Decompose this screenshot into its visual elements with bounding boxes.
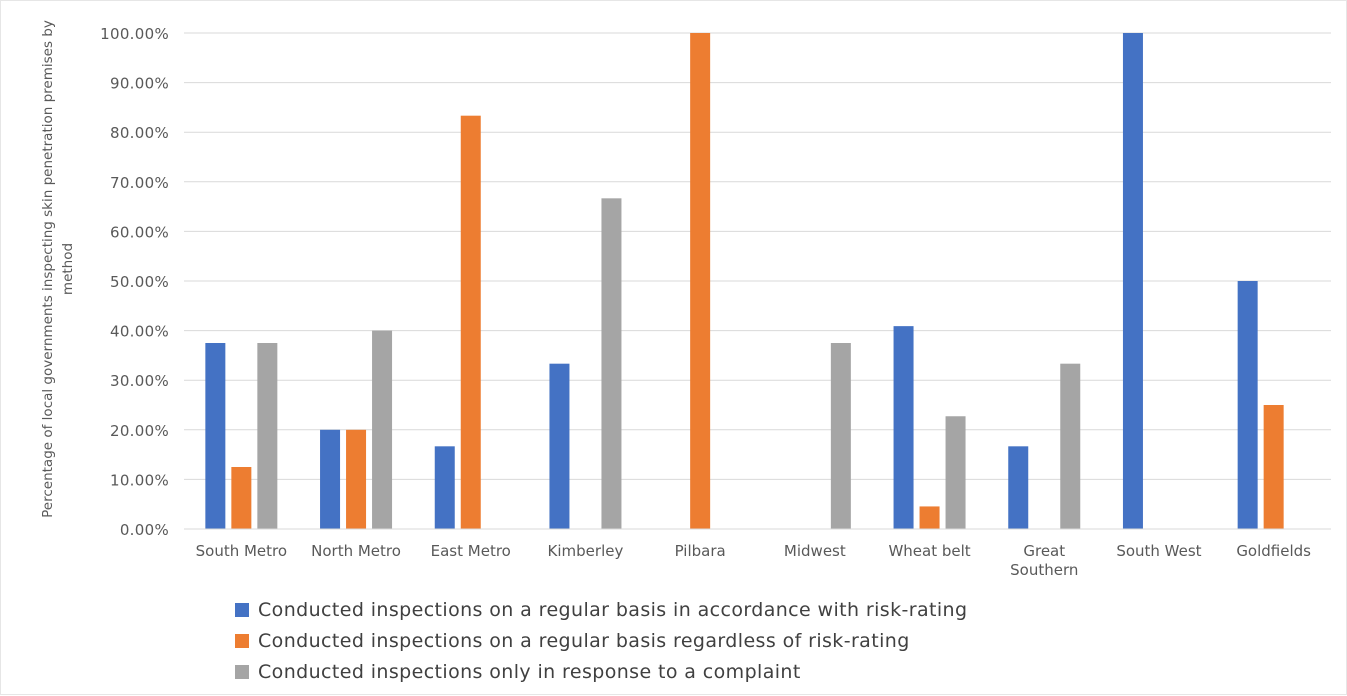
- legend: Conducted inspections on a regular basis…: [235, 594, 967, 687]
- bar: [945, 416, 966, 529]
- bar: [346, 429, 367, 529]
- bar: [893, 326, 914, 529]
- y-axis-title: Percentage of local governments inspecti…: [40, 20, 76, 518]
- x-tick-label: North Metro: [311, 542, 401, 560]
- x-tick-label: Goldfields: [1236, 542, 1311, 560]
- x-tick-label: Kimberley: [548, 542, 624, 560]
- legend-label: Conducted inspections on a regular basis…: [258, 598, 968, 621]
- x-tick-label: Pilbara: [675, 542, 726, 560]
- x-tick-label: South West: [1116, 542, 1201, 560]
- bar: [460, 115, 481, 529]
- bar: [1263, 405, 1284, 529]
- bar: [1237, 281, 1258, 529]
- legend-label: Conducted inspections only in response t…: [258, 660, 801, 683]
- legend-item: Conducted inspections on a regular basis…: [235, 594, 967, 625]
- gridlines: [184, 32, 1331, 480]
- x-tick-label: South Metro: [196, 542, 287, 560]
- bar: [231, 467, 252, 529]
- bar: [830, 343, 851, 529]
- x-tick-label: East Metro: [431, 542, 511, 560]
- legend-swatch: [235, 633, 249, 648]
- bars: [205, 33, 1284, 529]
- axes: 0.00% 10.00% 20.00% 30.00% 40.00% 50.00% 60.00…: [100, 25, 1331, 579]
- y-tick-label: 100.00%: [100, 25, 169, 43]
- bar: [601, 198, 622, 529]
- y-tick-label: 30.00%: [110, 372, 169, 390]
- bar: [434, 446, 455, 529]
- x-tick-label: Wheat belt: [888, 542, 970, 560]
- bar: [257, 343, 278, 529]
- y-tick-label: 20.00%: [110, 422, 169, 440]
- y-tick-label: 90.00%: [110, 75, 169, 93]
- bar: [205, 343, 226, 529]
- bar: [919, 506, 940, 529]
- bar: [1008, 446, 1029, 529]
- y-tick-label: 60.00%: [110, 223, 169, 241]
- bar: [1122, 33, 1143, 529]
- bar: [690, 33, 711, 529]
- y-tick-label: 80.00%: [110, 124, 169, 142]
- y-tick-label: 40.00%: [110, 323, 169, 341]
- bar: [320, 429, 341, 529]
- y-tick-label: 70.00%: [110, 174, 169, 192]
- y-tick-label: 10.00%: [110, 471, 169, 489]
- x-tick-label: Great Southern: [1010, 542, 1078, 579]
- bar: [372, 330, 393, 529]
- legend-label: Conducted inspections on a regular basis…: [258, 629, 910, 652]
- legend-swatch: [235, 602, 249, 617]
- y-tick-label: 0.00%: [120, 521, 169, 539]
- legend-item: Conducted inspections on a regular basis…: [235, 625, 967, 656]
- y-tick-label: 50.00%: [110, 273, 169, 291]
- bar: [1060, 363, 1081, 529]
- x-tick-label: Midwest: [784, 542, 846, 560]
- bar: [549, 363, 570, 529]
- legend-swatch: [235, 664, 249, 679]
- legend-item: Conducted inspections only in response t…: [235, 656, 967, 687]
